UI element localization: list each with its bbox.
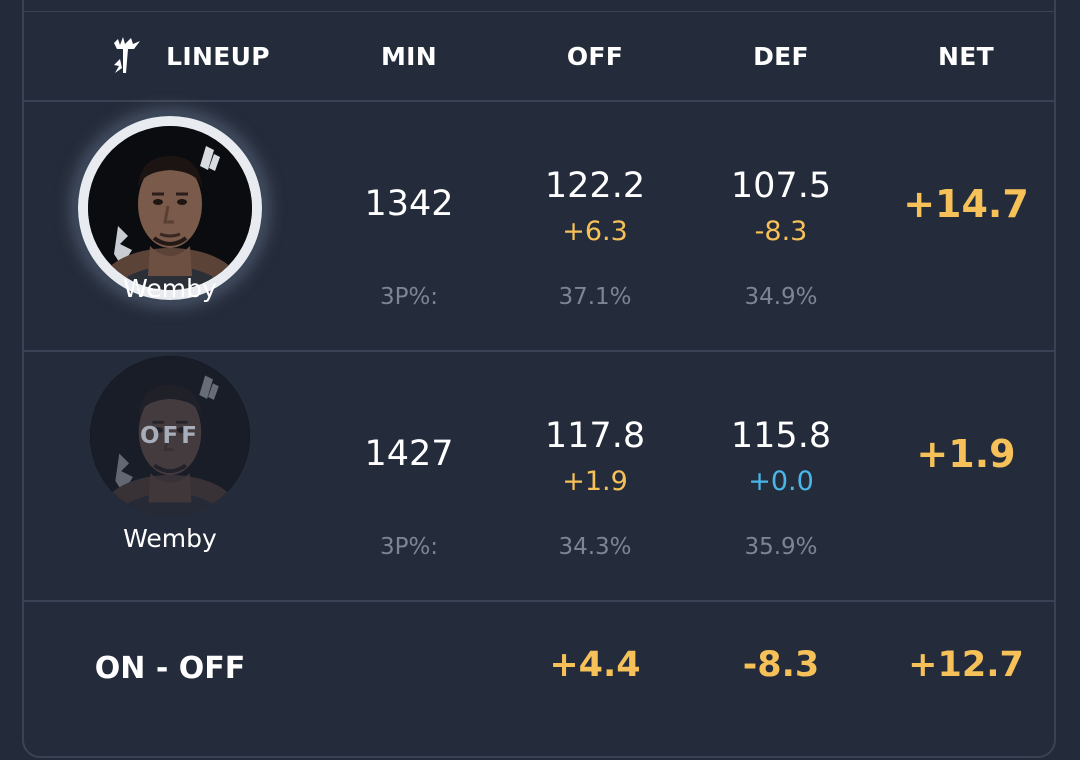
off-delta: +1.9 [562,466,628,497]
off-overlay: OFF [90,356,250,516]
spurs-logo-icon [114,37,141,73]
def-three-pt: 34.9% [744,284,818,310]
table-row-on: Wemby 1342 122.2 +6.3 107.5 -8.3 +14.7 3… [24,102,1054,352]
header-lineup-label: LINEUP [166,41,270,71]
lineup-stats-card: LINEUP MIN OFF DEF NET [22,0,1056,758]
off-three-pt: 34.3% [558,534,632,560]
header-def: DEF [753,41,809,71]
table-header: LINEUP MIN OFF DEF NET [24,12,1054,102]
avatar: OFF [90,356,250,516]
min-value: 1427 [364,434,454,474]
def-rating: 115.8 [730,416,832,456]
net-rating: +14.7 [903,182,1029,226]
on-off-def-diff: -8.3 [742,645,820,685]
player-name: Wemby [123,524,217,553]
on-off-label: ON - OFF [94,651,246,686]
player-name: Wemby [123,274,217,303]
player-headshot-icon [88,126,252,290]
def-delta: -8.3 [754,216,808,247]
min-value: 1342 [364,184,454,224]
off-delta: +6.3 [562,216,628,247]
header-off: OFF [566,41,624,71]
three-pt-label: 3P%: [379,534,439,560]
player-avatar-off[interactable]: OFF [78,346,262,530]
top-divider [24,11,1054,12]
on-off-summary-row: ON - OFF +4.4 -8.3 +12.7 [24,601,1054,756]
player-avatar-on[interactable] [78,116,262,300]
def-rating: 107.5 [730,166,832,206]
three-pt-label: 3P%: [379,284,439,310]
def-three-pt: 35.9% [744,534,818,560]
on-off-off-diff: +4.4 [549,645,641,685]
header-min: MIN [380,41,437,71]
table-row-off: OFF Wemby 1427 117.8 +1.9 115.8 +0.0 +1.… [24,352,1054,602]
def-delta: +0.0 [748,466,814,497]
off-rating: 122.2 [544,166,646,206]
header-lineup: LINEUP [64,12,316,100]
on-off-net-diff: +12.7 [908,645,1024,685]
off-rating: 117.8 [544,416,646,456]
net-rating: +1.9 [916,432,1016,476]
header-net: NET [938,41,994,71]
off-three-pt: 37.1% [558,284,632,310]
avatar [88,126,252,290]
